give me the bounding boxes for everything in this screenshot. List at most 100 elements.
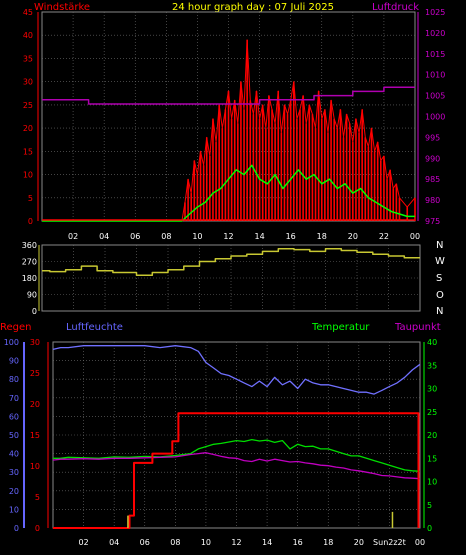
climate-x-tick-label: 00 bbox=[415, 538, 425, 547]
pressure-y-tick-label: 1000 bbox=[425, 113, 445, 122]
label-taupunkt: Taupunkt bbox=[394, 322, 441, 333]
wind-y-tick-label: 5 bbox=[28, 194, 33, 203]
temperature-y-tick-label: 25 bbox=[427, 408, 437, 417]
pressure-y-tick-label: 990 bbox=[425, 154, 440, 163]
wind-x-tick-label: 12 bbox=[223, 232, 233, 241]
temperature-y-tick-label: 5 bbox=[427, 501, 432, 510]
rain-y-tick-label: 5 bbox=[35, 493, 40, 502]
climate-x-tick-label: 16 bbox=[293, 538, 303, 547]
wind-x-tick-label: 16 bbox=[286, 232, 296, 241]
dir-letter-o: O bbox=[436, 290, 444, 301]
header-right-label: Luftdruck bbox=[372, 2, 419, 13]
wind-y-tick-label: 45 bbox=[23, 8, 33, 17]
temperature-y-tick-label: 35 bbox=[427, 361, 437, 370]
rain-line bbox=[53, 412, 420, 529]
dir-letter-s: S bbox=[436, 273, 442, 284]
label-luftfeuchte: Luftfeuchte bbox=[66, 322, 123, 333]
climate-x-tick-label: 18 bbox=[323, 538, 333, 547]
humidity-y-tick-label: 100 bbox=[4, 338, 19, 347]
wind-y-tick-label: 15 bbox=[23, 147, 33, 156]
wind-x-tick-label: 02 bbox=[68, 232, 78, 241]
wind-y-tick-label: 40 bbox=[23, 31, 33, 40]
humidity-y-tick-label: 80 bbox=[9, 375, 19, 384]
humidity-y-tick-label: 60 bbox=[9, 412, 19, 421]
dir-letter-n-bottom: N bbox=[436, 306, 443, 317]
climate-x-tick-label: 02 bbox=[78, 538, 88, 547]
direction-y-tick-label: 90 bbox=[27, 291, 37, 300]
dewpoint-line bbox=[52, 452, 421, 480]
humidity-line bbox=[52, 345, 421, 395]
rain-y-tick-label: 30 bbox=[30, 338, 40, 347]
humidity-y-tick-label: 0 bbox=[14, 524, 19, 533]
pressure-y-tick-label: 985 bbox=[425, 175, 440, 184]
direction-y-tick-label: 270 bbox=[22, 258, 37, 267]
wind-y-tick-label: 0 bbox=[28, 217, 33, 226]
wind-x-tick-label: 18 bbox=[317, 232, 327, 241]
label-temperatur: Temperatur bbox=[311, 322, 370, 333]
climate-x-tick-label: 04 bbox=[109, 538, 119, 547]
temperature-y-tick-label: 0 bbox=[427, 524, 432, 533]
direction-y-tick-label: 180 bbox=[22, 274, 37, 283]
wind-y-tick-label: 25 bbox=[23, 101, 33, 110]
pressure-y-tick-label: 1010 bbox=[425, 71, 445, 80]
direction-y-tick-label: 0 bbox=[32, 307, 37, 316]
rain-y-tick-label: 0 bbox=[35, 524, 40, 533]
humidity-y-tick-label: 20 bbox=[9, 487, 19, 496]
direction-line bbox=[42, 247, 420, 277]
wind-x-tick-label: 08 bbox=[161, 232, 171, 241]
climate-x-tick-label: Sun2z2t bbox=[373, 538, 406, 547]
pressure-y-tick-label: 1025 bbox=[425, 8, 445, 17]
climate-x-tick-label: 20 bbox=[354, 538, 364, 547]
label-regen: Regen bbox=[0, 322, 32, 333]
direction-y-tick-label: 360 bbox=[22, 241, 37, 250]
wind-avg-line bbox=[42, 164, 415, 222]
pressure-y-tick-label: 975 bbox=[425, 217, 440, 226]
wind-y-tick-label: 20 bbox=[23, 124, 33, 133]
wind-x-tick-label: 06 bbox=[130, 232, 140, 241]
temperature-line bbox=[53, 438, 421, 472]
humidity-y-tick-label: 30 bbox=[9, 468, 19, 477]
climate-x-tick-label: 14 bbox=[262, 538, 272, 547]
temperature-y-tick-label: 40 bbox=[427, 338, 437, 347]
humidity-y-tick-label: 40 bbox=[9, 450, 19, 459]
climate-x-tick-label: 06 bbox=[140, 538, 150, 547]
pressure-y-tick-label: 1005 bbox=[425, 92, 445, 101]
header-left-label: Windstärke bbox=[34, 2, 90, 13]
rain-y-tick-label: 20 bbox=[30, 400, 40, 409]
humidity-y-tick-label: 50 bbox=[9, 431, 19, 440]
rain-y-tick-label: 10 bbox=[30, 462, 40, 471]
wind-y-tick-label: 30 bbox=[23, 78, 33, 87]
pressure-y-tick-label: 995 bbox=[425, 133, 440, 142]
temperature-y-tick-label: 10 bbox=[427, 478, 437, 487]
plot-data bbox=[42, 39, 421, 529]
climate-x-tick-label: 08 bbox=[170, 538, 180, 547]
plot-ticks: 02 04 06 08 10 12 14 16 18 20 22 000510152025303540… bbox=[4, 8, 446, 547]
wind-x-tick-label: 04 bbox=[99, 232, 109, 241]
pressure-line bbox=[42, 86, 415, 105]
pressure-y-tick-label: 1020 bbox=[425, 29, 445, 38]
temperature-y-tick-label: 30 bbox=[427, 385, 437, 394]
wind-y-tick-label: 10 bbox=[23, 171, 33, 180]
wind-x-tick-label: 14 bbox=[254, 232, 264, 241]
dir-letter-n-top: N bbox=[436, 240, 443, 251]
wind-x-tick-label: 20 bbox=[348, 232, 358, 241]
wind-x-tick-label: 22 bbox=[379, 232, 389, 241]
wind-y-tick-label: 35 bbox=[23, 54, 33, 63]
dir-letter-w: W bbox=[435, 256, 445, 267]
header-title: 24 hour graph day : 07 Juli 2025 bbox=[172, 2, 334, 13]
pressure-y-tick-label: 1015 bbox=[425, 50, 445, 59]
climate-x-tick-label: 12 bbox=[231, 538, 241, 547]
wind-x-tick-label: 10 bbox=[192, 232, 202, 241]
climate-x-tick-label: 10 bbox=[201, 538, 211, 547]
pressure-y-tick-label: 980 bbox=[425, 196, 440, 205]
humidity-y-tick-label: 10 bbox=[9, 505, 19, 514]
humidity-y-tick-label: 90 bbox=[9, 357, 19, 366]
temperature-y-tick-label: 15 bbox=[427, 454, 437, 463]
humidity-y-tick-label: 70 bbox=[9, 394, 19, 403]
rain-y-tick-label: 25 bbox=[30, 369, 40, 378]
temperature-y-tick-label: 20 bbox=[427, 431, 437, 440]
rain-y-tick-label: 15 bbox=[30, 431, 40, 440]
gust-line bbox=[42, 39, 416, 222]
